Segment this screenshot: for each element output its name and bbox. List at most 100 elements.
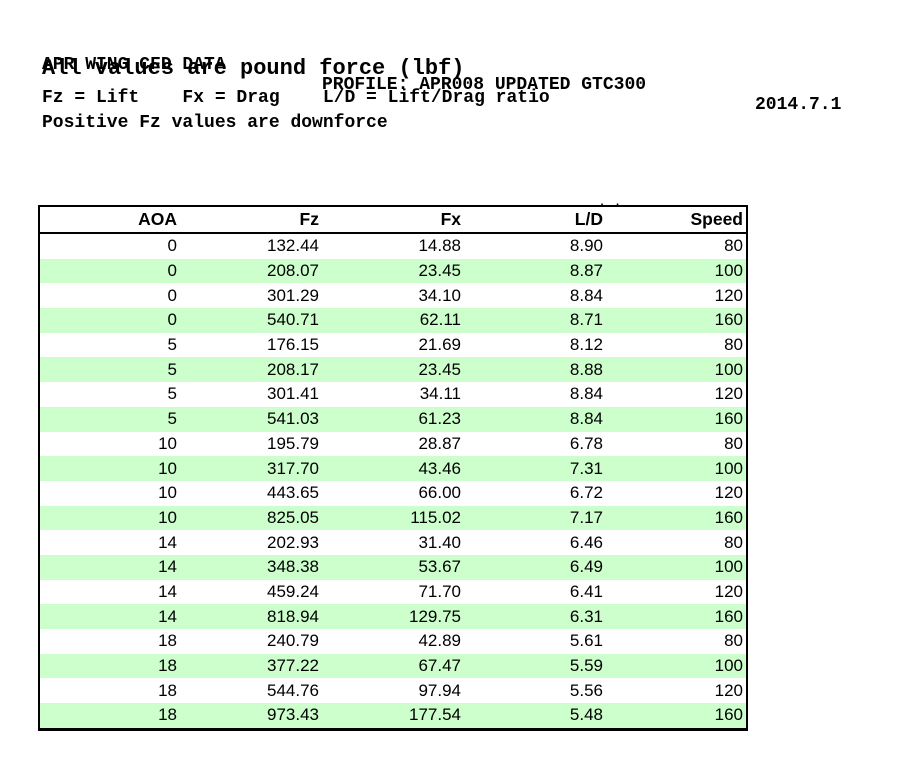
table-cell: 14.88 [323, 233, 465, 259]
table-cell: 8.87 [465, 258, 607, 284]
column-header: AOA [39, 206, 181, 234]
table-cell: 71.70 [323, 579, 465, 605]
table-cell: 120 [607, 480, 747, 506]
units-note: All values are pound force (lbf) [42, 56, 465, 81]
table-row: 14 818.94 129.75 6.31 160 [39, 604, 747, 629]
table-cell: 5 [39, 406, 181, 432]
table-cell: 195.79 [181, 431, 323, 457]
table-cell: 100 [607, 357, 747, 383]
table-row: 10 443.65 66.00 6.72 120 [39, 480, 747, 506]
table-cell: 459.24 [181, 579, 323, 605]
table-cell: 176.15 [181, 332, 323, 358]
table-cell: 541.03 [181, 406, 323, 432]
table-cell: 8.12 [465, 332, 607, 358]
table-cell: 18 [39, 653, 181, 679]
profile-label: PROFILE: APR008 UPDATED GTC300 [322, 75, 647, 95]
table-cell: 31.40 [323, 530, 465, 555]
table-cell: 14 [39, 579, 181, 605]
table-row: 18 240.79 42.89 5.61 80 [39, 629, 747, 654]
downforce-note: Positive Fz values are downforce [42, 113, 388, 133]
table-cell: 5.61 [465, 629, 607, 654]
table-cell: 160 [607, 604, 747, 629]
table-row: 0 132.44 14.88 8.90 80 [39, 233, 747, 259]
table-cell: 18 [39, 703, 181, 730]
column-header: Fz [181, 206, 323, 234]
table-cell: 62.11 [323, 308, 465, 333]
cfd-table: AOA Fz Fx L/D Speed 0 132.44 14.88 8.90 80 0 208.0… [38, 205, 748, 731]
table-cell: 10 [39, 505, 181, 531]
table-cell: 120 [607, 382, 747, 407]
table-row: 0 301.29 34.10 8.84 120 [39, 283, 747, 309]
table-cell: 21.69 [323, 332, 465, 358]
table-cell: 120 [607, 678, 747, 704]
table-cell: 0 [39, 283, 181, 309]
header-row: AOA Fz Fx L/D Speed [39, 206, 747, 234]
table-cell: 348.38 [181, 554, 323, 580]
table-cell: 8.88 [465, 357, 607, 383]
table-row: 14 348.38 53.67 6.49 100 [39, 554, 747, 580]
table-cell: 301.41 [181, 382, 323, 407]
table-cell: 10 [39, 431, 181, 457]
table-cell: 23.45 [323, 357, 465, 383]
table-row: 5 301.41 34.11 8.84 120 [39, 382, 747, 407]
table-cell: 100 [607, 653, 747, 679]
table-cell: 23.45 [323, 258, 465, 284]
column-header: Speed [607, 206, 747, 234]
table-row: 5 208.17 23.45 8.88 100 [39, 357, 747, 383]
table-cell: 177.54 [323, 703, 465, 730]
column-header: Fx [323, 206, 465, 234]
table-cell: 0 [39, 258, 181, 284]
legend-line: Fz = Lift Fx = Drag L/D = Lift/Drag rati… [42, 88, 550, 108]
table-cell: 80 [607, 431, 747, 457]
table-cell: 18 [39, 678, 181, 704]
table-cell: 7.17 [465, 505, 607, 531]
table-cell: 61.23 [323, 406, 465, 432]
table-cell: 6.41 [465, 579, 607, 605]
doc-date: 2014.7.1 [755, 95, 842, 115]
table-cell: 80 [607, 233, 747, 259]
table-cell: 6.46 [465, 530, 607, 555]
table-row: 5 541.03 61.23 8.84 160 [39, 406, 747, 432]
table-cell: 544.76 [181, 678, 323, 704]
table-row: 5 176.15 21.69 8.12 80 [39, 332, 747, 358]
table-cell: 10 [39, 480, 181, 506]
table-cell: 5 [39, 382, 181, 407]
doc-title: APR WING CFD DATA [42, 55, 226, 75]
table-cell: 825.05 [181, 505, 323, 531]
table-row: 10 195.79 28.87 6.78 80 [39, 431, 747, 457]
table-cell: 5 [39, 357, 181, 383]
table-cell: 67.47 [323, 653, 465, 679]
table-row: 10 825.05 115.02 7.17 160 [39, 505, 747, 531]
table-cell: 6.49 [465, 554, 607, 580]
table-cell: 10 [39, 456, 181, 481]
table-cell: 160 [607, 703, 747, 730]
table-cell: 301.29 [181, 283, 323, 309]
document-title-line: APR WING CFD DATA PROFILE: APR008 UPDATE… [42, 35, 872, 115]
table-cell: 132.44 [181, 233, 323, 259]
table-cell: 540.71 [181, 308, 323, 333]
table-cell: 115.02 [323, 505, 465, 531]
table-row: 0 208.07 23.45 8.87 100 [39, 258, 747, 284]
table-cell: 129.75 [323, 604, 465, 629]
table-cell: 120 [607, 579, 747, 605]
table-cell: 14 [39, 554, 181, 580]
table-cell: 97.94 [323, 678, 465, 704]
table-cell: 973.43 [181, 703, 323, 730]
table-cell: 7.31 [465, 456, 607, 481]
column-header: L/D [465, 206, 607, 234]
table-cell: 100 [607, 258, 747, 284]
table-cell: 6.78 [465, 431, 607, 457]
table-row: 0 540.71 62.11 8.71 160 [39, 308, 747, 333]
table-cell: 28.87 [323, 431, 465, 457]
table-cell: 818.94 [181, 604, 323, 629]
table-cell: 8.71 [465, 308, 607, 333]
table-cell: 120 [607, 283, 747, 309]
cfd-table-body: 0 132.44 14.88 8.90 80 0 208.07 23.45 8.87 100 0 30… [39, 233, 747, 730]
table-cell: 42.89 [323, 629, 465, 654]
table-cell: 18 [39, 629, 181, 654]
table-cell: 6.31 [465, 604, 607, 629]
cfd-table-header: AOA Fz Fx L/D Speed [39, 206, 747, 234]
table-cell: 34.10 [323, 283, 465, 309]
table-row: 14 459.24 71.70 6.41 120 [39, 579, 747, 605]
